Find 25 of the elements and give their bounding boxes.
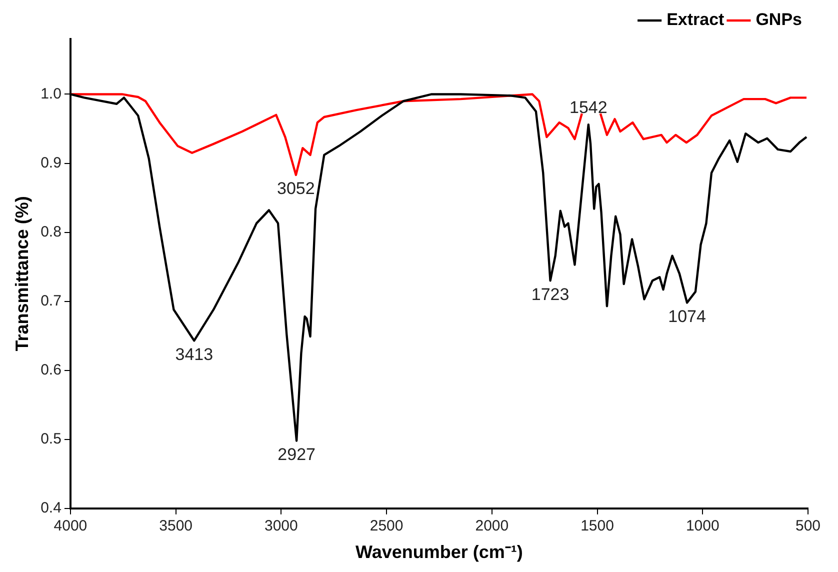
x-tick-label: 2500 [370,518,404,535]
y-tick-label: 0.6 [40,361,62,378]
x-axis-title: Wavenumber (cm⁻¹) [356,542,523,562]
y-tick-label: 0.7 [40,292,62,310]
legend-label: Extract [666,10,725,30]
legend-label: GNPs [756,10,802,30]
annotation: 1723 [531,284,570,304]
annotation: 1542 [570,98,608,117]
annotation: 1074 [668,306,706,326]
x-tick-label: 1500 [580,518,614,535]
annotation: 3052 [277,179,315,198]
y-tick-label: 0.4 [40,500,62,517]
annotation: 3413 [175,344,214,364]
y-tick-label: 0.8 [40,223,62,240]
y-tick-label: 0.5 [40,430,62,448]
x-tick-label: 4000 [54,518,88,535]
annotation: 2927 [278,444,316,464]
x-tick-label: 3500 [159,518,193,535]
x-tick-label: 500 [795,518,821,535]
y-tick-label: 1.0 [40,85,62,102]
x-tick-label: 1000 [686,518,720,535]
y-axis-title: Transmittance (%) [12,196,32,352]
y-tick-label: 0.9 [40,154,62,172]
x-tick-label: 2000 [475,518,509,535]
x-tick-label: 3000 [264,518,298,535]
